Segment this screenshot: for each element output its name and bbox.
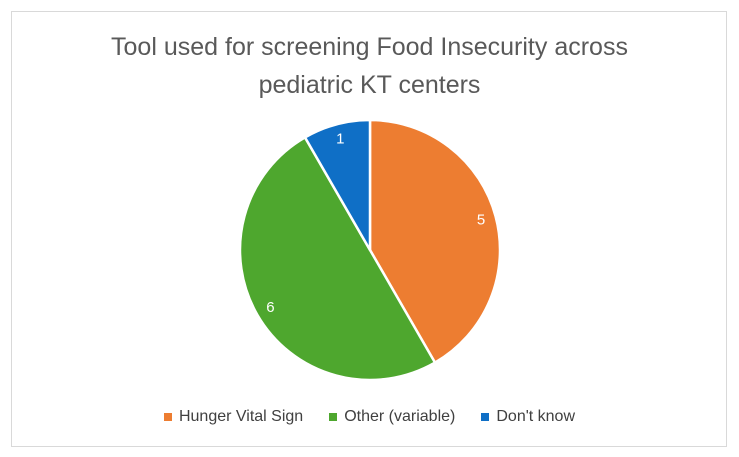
pie-slice-other-variable — [239, 136, 437, 382]
chart-title: Tool used for screening Food Insecurity … — [111, 33, 628, 99]
legend-label-other-variable: Other (variable) — [344, 408, 456, 425]
legend-swatch-dont-know — [481, 413, 490, 421]
pie-slice-dont-know — [303, 118, 372, 252]
data-label-hunger-vital-sign: 5 — [477, 212, 485, 229]
legend-item-hunger-vital-sign: Hunger Vital Sign — [163, 408, 304, 426]
legend: Hunger Vital Sign Other (variable) Don't… — [0, 408, 739, 426]
legend-item-dont-know: Don't know — [481, 408, 575, 426]
legend-swatch-hunger-vital-sign — [163, 413, 172, 421]
data-label-dont-know: 1 — [336, 130, 344, 147]
pie-slice-hunger-vital-sign — [368, 118, 502, 364]
legend-swatch-other-variable — [329, 413, 338, 421]
data-label-other-variable: 6 — [266, 299, 274, 316]
legend-label-hunger-vital-sign: Hunger Vital Sign — [178, 408, 304, 425]
legend-item-other-variable: Other (variable) — [329, 408, 455, 426]
legend-label-dont-know: Don't know — [496, 408, 576, 425]
